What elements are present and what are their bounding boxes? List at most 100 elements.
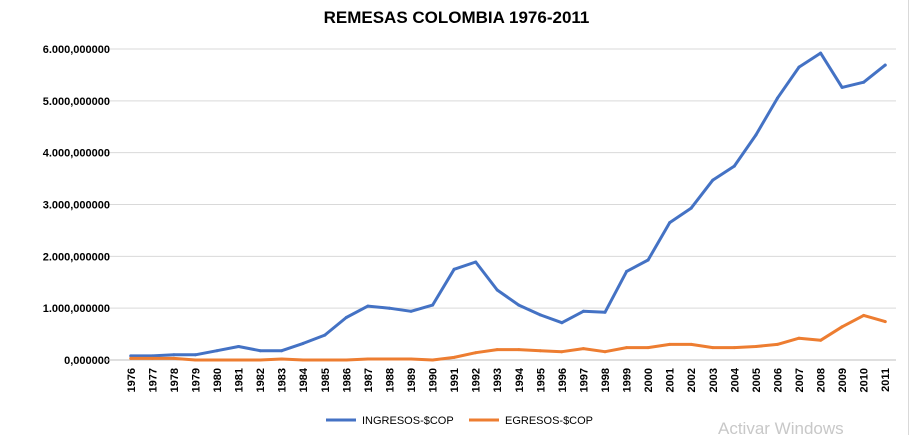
- x-tick-label: 2008: [816, 368, 828, 392]
- data-point: [366, 357, 370, 361]
- series-lines: [129, 51, 887, 362]
- y-tick-label: 1.000,000000: [43, 303, 110, 315]
- data-point: [301, 358, 305, 362]
- data-point: [883, 320, 887, 324]
- x-tick-label: 2006: [772, 368, 784, 392]
- data-point: [409, 357, 413, 361]
- data-point: [215, 349, 219, 353]
- x-tick-label: 2005: [751, 368, 763, 392]
- data-point: [172, 356, 176, 360]
- x-tick-label: 1985: [320, 368, 332, 392]
- data-point: [301, 341, 305, 345]
- series-line-egresos: [129, 313, 887, 362]
- data-point: [387, 357, 391, 361]
- data-point: [711, 346, 715, 350]
- data-point: [323, 333, 327, 337]
- x-tick-label: 2009: [837, 368, 849, 392]
- data-point: [431, 358, 435, 362]
- x-tick-label: 1991: [449, 368, 461, 392]
- x-tick-label: 1992: [471, 368, 483, 392]
- data-point: [431, 303, 435, 307]
- data-point: [517, 303, 521, 307]
- x-tick-label: 1986: [341, 368, 353, 392]
- data-point: [193, 358, 197, 362]
- y-tick-label: 2.000,000000: [43, 251, 110, 263]
- data-point: [387, 306, 391, 310]
- x-tick-label: 1979: [190, 368, 202, 392]
- data-point: [517, 348, 521, 352]
- data-point: [129, 354, 133, 358]
- series-line-ingresos: [129, 51, 887, 358]
- x-tick-label: 1980: [212, 368, 224, 392]
- data-point: [603, 350, 607, 354]
- data-point: [862, 80, 866, 84]
- data-point: [344, 358, 348, 362]
- data-point: [215, 358, 219, 362]
- y-tick-label: 5.000,000000: [43, 96, 110, 108]
- x-tick-label: 1982: [255, 368, 267, 392]
- data-point: [840, 325, 844, 329]
- y-tick-label: 6.000,000000: [43, 44, 110, 56]
- data-point: [495, 288, 499, 292]
- x-tick-label: 2000: [643, 368, 655, 392]
- data-point: [668, 221, 672, 225]
- data-point: [689, 206, 693, 210]
- data-point: [366, 304, 370, 308]
- data-point: [129, 356, 133, 360]
- x-tick-label: 1989: [406, 368, 418, 392]
- x-tick-label: 2002: [686, 368, 698, 392]
- y-axis: 0,000000 1.000,000000 2.000,000000 3.000,00…: [43, 44, 110, 367]
- data-point: [150, 354, 154, 358]
- data-point: [538, 313, 542, 317]
- data-point: [258, 349, 262, 353]
- data-point: [150, 356, 154, 360]
- data-point: [323, 358, 327, 362]
- x-tick-label: 1984: [298, 367, 310, 392]
- data-point: [560, 321, 564, 325]
- data-point: [538, 349, 542, 353]
- x-tick-label: 1990: [428, 368, 440, 392]
- data-point: [797, 65, 801, 69]
- data-point: [452, 355, 456, 359]
- data-point: [474, 351, 478, 355]
- x-tick-label: 1995: [535, 368, 547, 392]
- y-tick-label: 3.000,000000: [43, 200, 110, 212]
- x-tick-label: 1993: [492, 368, 504, 392]
- activate-windows-watermark: Activar Windows: [718, 419, 844, 438]
- data-point: [732, 164, 736, 168]
- data-point: [625, 346, 629, 350]
- data-point: [689, 342, 693, 346]
- x-tick-label: 1977: [147, 368, 159, 392]
- data-point: [237, 358, 241, 362]
- data-point: [193, 353, 197, 357]
- data-point: [344, 316, 348, 319]
- data-point: [625, 269, 629, 273]
- x-tick-label: 1981: [234, 368, 246, 392]
- window-edge-divider: [908, 0, 909, 435]
- data-point: [711, 178, 715, 182]
- x-tick-label: 1998: [600, 368, 612, 392]
- x-tick-label: 2011: [880, 368, 892, 392]
- data-point: [819, 338, 823, 342]
- y-tick-label: 0,000000: [64, 355, 110, 367]
- x-tick-label: 1978: [169, 368, 181, 392]
- data-point: [754, 345, 758, 348]
- x-tick-label: 1999: [622, 368, 634, 392]
- x-tick-label: 1976: [126, 368, 138, 392]
- x-tick-label: 2010: [859, 368, 871, 392]
- data-point: [840, 85, 844, 89]
- data-point: [409, 309, 413, 313]
- data-point: [603, 310, 607, 314]
- x-tick-label: 1988: [384, 368, 396, 392]
- data-point: [797, 336, 801, 340]
- data-point: [258, 358, 262, 362]
- legend-label: INGRESOS-$COP: [362, 415, 454, 427]
- x-tick-label: 1997: [578, 368, 590, 392]
- data-point: [862, 313, 866, 317]
- data-point: [495, 348, 499, 352]
- x-tick-label: 2007: [794, 368, 806, 392]
- data-point: [754, 133, 758, 137]
- data-point: [819, 51, 823, 55]
- data-point: [452, 267, 456, 271]
